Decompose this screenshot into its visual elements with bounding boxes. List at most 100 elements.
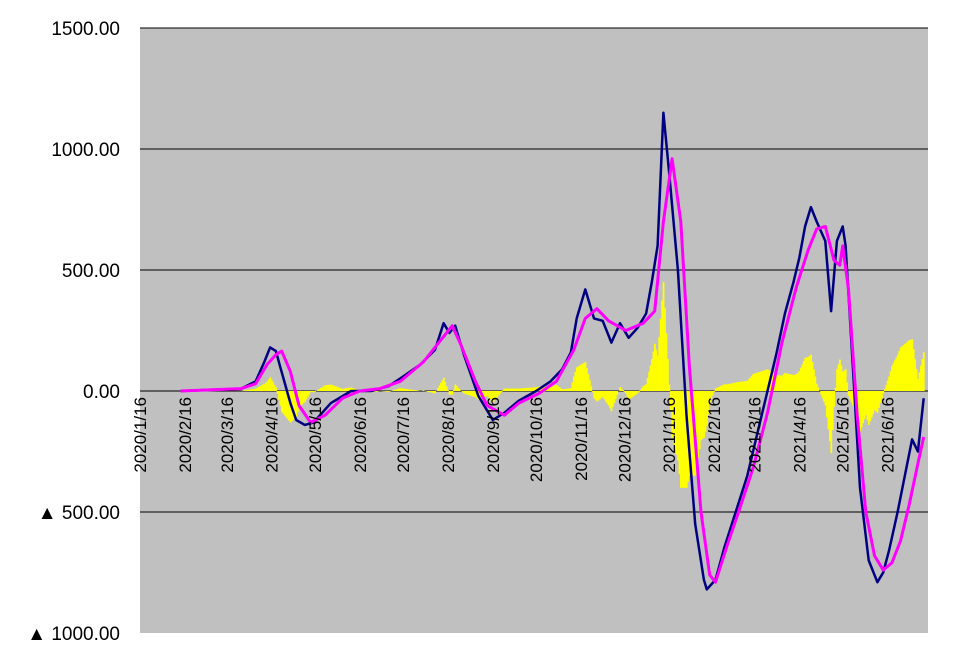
difference-bar (619, 386, 622, 391)
difference-bar (596, 391, 598, 402)
difference-bar (466, 391, 468, 395)
difference-bar (747, 379, 750, 391)
difference-bar (739, 381, 742, 391)
x-tick-label: 2021/2/16 (705, 397, 724, 473)
difference-bar (567, 388, 570, 391)
difference-bar (761, 371, 763, 391)
difference-bar (643, 385, 646, 391)
difference-bar (519, 388, 522, 391)
difference-bar (489, 391, 491, 400)
x-tick-label: 2021/5/16 (834, 397, 853, 473)
difference-bar (620, 388, 623, 391)
difference-bar (894, 360, 896, 391)
difference-bar (896, 354, 899, 391)
difference-bar (341, 388, 344, 391)
x-tick-label: 2020/5/16 (306, 397, 325, 473)
difference-bar (697, 391, 700, 458)
x-tick-label: 2020/4/16 (263, 397, 282, 473)
difference-bar (522, 388, 525, 391)
difference-bar (448, 391, 451, 395)
difference-bar (837, 364, 840, 391)
difference-bar (681, 391, 684, 488)
difference-bar (909, 339, 912, 391)
difference-bar (836, 369, 838, 391)
difference-bar (737, 381, 740, 391)
difference-bar (586, 368, 588, 391)
difference-bar (691, 391, 694, 476)
difference-bar (662, 282, 665, 391)
difference-bar (317, 389, 319, 391)
difference-bar (335, 386, 338, 391)
difference-bar (247, 389, 250, 391)
difference-bar (698, 391, 701, 450)
difference-bar (337, 387, 340, 391)
difference-bar (717, 387, 720, 391)
difference-bar (347, 387, 350, 391)
difference-bar (502, 390, 504, 391)
difference-bar (668, 384, 671, 391)
difference-bar (409, 389, 412, 391)
difference-bar (283, 391, 286, 416)
difference-bar (616, 391, 619, 396)
difference-bar (510, 388, 513, 391)
difference-bar (438, 385, 441, 391)
x-tick-label: 2021/6/16 (879, 397, 898, 473)
difference-bar (468, 391, 471, 396)
difference-bar (314, 391, 316, 392)
difference-bar (580, 364, 583, 391)
difference-bar (860, 391, 863, 428)
difference-bar (309, 391, 312, 392)
difference-bar (279, 391, 282, 406)
difference-bar (834, 387, 837, 391)
difference-bar (470, 391, 473, 396)
difference-bar (518, 388, 520, 391)
difference-bar (908, 340, 911, 391)
difference-bar (302, 391, 305, 404)
difference-bar (632, 391, 635, 397)
difference-bar (532, 387, 535, 391)
difference-bar (445, 386, 448, 391)
difference-bar (534, 387, 536, 391)
difference-bar (765, 369, 768, 391)
difference-bar (412, 389, 415, 391)
difference-bar (781, 375, 783, 391)
difference-bar (557, 386, 559, 391)
x-tick-label: 2021/1/16 (660, 397, 679, 473)
difference-bar (484, 391, 487, 397)
difference-bar (244, 390, 247, 391)
difference-bar (254, 388, 257, 391)
difference-bar (886, 380, 889, 391)
difference-bar (831, 391, 834, 430)
difference-bar (348, 387, 351, 391)
difference-bar (597, 391, 600, 401)
difference-bar (346, 388, 348, 391)
difference-bar (746, 380, 749, 391)
difference-bar (839, 359, 841, 391)
difference-bar (680, 391, 682, 488)
difference-bar (645, 384, 648, 391)
difference-bar (678, 391, 681, 475)
difference-bar (402, 388, 405, 391)
difference-bar (549, 386, 552, 391)
difference-bar (427, 391, 429, 392)
difference-bar (649, 365, 652, 391)
difference-bar (755, 373, 757, 391)
difference-bar (776, 375, 779, 391)
difference-bar (509, 388, 512, 391)
difference-bar (457, 387, 460, 391)
difference-bar (843, 370, 846, 391)
difference-bar (392, 390, 395, 391)
difference-bar (599, 391, 601, 400)
difference-bar (807, 357, 810, 391)
difference-bar (257, 386, 260, 391)
y-axis-labels: 1500.00 1000.00 500.00 0.00 ▲ 500.00 ▲ 1000.0… (27, 19, 120, 645)
difference-bar (610, 391, 613, 412)
difference-bar (654, 343, 656, 391)
difference-bar (411, 389, 413, 391)
difference-bar (321, 387, 324, 391)
plot-area (140, 28, 928, 633)
difference-bar (455, 386, 458, 391)
difference-bar (259, 386, 262, 391)
difference-bar (661, 300, 663, 391)
difference-bar (437, 388, 439, 391)
